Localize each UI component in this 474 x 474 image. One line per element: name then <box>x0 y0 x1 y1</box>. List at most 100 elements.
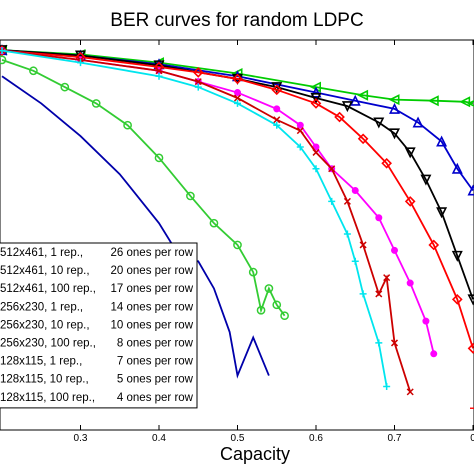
legend-label-size: 128x115, 1 rep., <box>0 356 82 368</box>
chart-title: BER curves for random LDPC <box>110 10 363 31</box>
legend-label-ones: 17 ones per row <box>111 283 194 295</box>
legend-entry: 512x461, 1 rep., 26 ones per row <box>0 247 194 259</box>
series-8-point <box>280 311 289 321</box>
series-5-point <box>375 214 383 222</box>
series-8-point <box>233 240 242 250</box>
legend-label-size: 256x230, 1 rep., <box>0 301 83 313</box>
legend-entry: 512x461, 100 rep., 17 ones per row <box>0 283 194 295</box>
series-3-point <box>341 101 353 113</box>
legend-label-size: 256x230, 10 rep., <box>0 319 90 331</box>
series-4-point <box>404 196 416 207</box>
series-6-point <box>328 165 336 173</box>
series-4-point <box>381 157 392 169</box>
series-7-point <box>194 83 202 91</box>
series-8-point <box>186 191 195 201</box>
legend-entry: 128x115, 10 rep., 5 ones per row <box>0 374 194 386</box>
series-4-point <box>310 98 322 109</box>
legend-label-ones: 20 ones per row <box>111 265 194 277</box>
series-2-point <box>389 102 400 114</box>
series-4-point <box>192 67 204 78</box>
series-7-point <box>273 121 281 129</box>
series-7-point <box>0 47 6 55</box>
legend: 512x461, 1 rep., 26 ones per row512x461, … <box>0 242 198 409</box>
series-6-point <box>383 274 391 282</box>
series-6-point <box>359 241 367 249</box>
x-tick-label: 0 <box>470 433 474 444</box>
series-7-point <box>343 230 351 238</box>
series-4-point <box>428 239 440 251</box>
x-axis: 0.3 0.4 0.5 0.6 0.7 0 <box>74 40 474 444</box>
legend-label-ones: 14 ones per row <box>111 301 194 313</box>
series-8-point <box>29 66 38 76</box>
series-7-point <box>312 165 320 173</box>
series-6-point <box>296 127 304 135</box>
series-layer <box>0 44 474 396</box>
series-3-point <box>451 250 463 262</box>
series-6-point <box>390 339 399 347</box>
series-4-point <box>451 294 463 305</box>
series-6-point <box>406 388 414 396</box>
series-7-point <box>234 99 241 107</box>
series-3-point <box>467 294 474 306</box>
series-6-point <box>155 67 163 75</box>
series-8-point <box>209 218 219 228</box>
legend-label-size: 128x115, 100 rep., <box>0 392 95 404</box>
series-3-point <box>404 147 416 159</box>
series-4-line <box>1 49 474 349</box>
series-3-point <box>389 128 400 140</box>
legend-entry: 256x230, 1 rep., 14 ones per row <box>0 301 194 313</box>
series-7-point <box>351 257 359 265</box>
series-5-point <box>234 89 241 97</box>
series-1-point <box>467 99 474 107</box>
series-3-point <box>373 117 385 129</box>
series-4-point <box>271 84 283 96</box>
x-tick-label: 0.6 <box>309 433 323 444</box>
series-4-point <box>467 343 474 354</box>
legend-label-size: 512x461, 10 rep., <box>0 265 90 277</box>
series-7-point <box>375 339 383 347</box>
series-5-point <box>422 317 430 325</box>
series-8-point <box>248 267 258 277</box>
series-3-point <box>420 174 432 186</box>
series-1-point <box>388 94 400 106</box>
legend-label-ones: 4 ones per row <box>117 392 194 404</box>
series-6-point <box>375 290 383 298</box>
series-6-point <box>343 197 351 205</box>
series-8-point <box>272 300 282 310</box>
series-7-point <box>296 143 304 151</box>
series-2-point <box>451 162 463 174</box>
series-4-point <box>357 133 369 145</box>
series-7-point <box>383 382 391 390</box>
legend-entry: 256x230, 10 rep., 10 ones per row <box>0 319 194 331</box>
series-6-point <box>233 94 242 102</box>
legend-box <box>0 242 198 409</box>
series-1-point <box>459 96 471 108</box>
x-tick-label: 0.4 <box>152 433 166 444</box>
series-3-line <box>1 49 474 300</box>
legend-entry: 256x230, 100 rep., 8 ones per row <box>0 338 194 350</box>
series-4-point <box>334 111 345 123</box>
series-8-point <box>154 153 164 163</box>
series-7-line <box>1 49 388 387</box>
legend-label-size: 512x461, 1 rep., <box>0 247 83 259</box>
series-1-point <box>427 95 439 107</box>
series-8-point <box>60 82 70 92</box>
series-7-point <box>328 197 336 205</box>
series-5-point <box>296 121 304 129</box>
series-5-point <box>273 105 281 113</box>
legend-label-size: 512x461, 100 rep., <box>0 283 96 295</box>
series-8-point <box>123 120 132 130</box>
series-2-point <box>436 135 448 147</box>
legend-label-size: 128x115, 10 rep., <box>0 374 89 386</box>
series-3-point <box>310 92 322 104</box>
legend-entry: 512x461, 10 rep., 20 ones per row <box>0 265 194 277</box>
legend-label-ones: 10 ones per row <box>111 319 194 331</box>
x-tick-label: 0.3 <box>74 433 88 444</box>
x-axis-label: Capacity <box>220 444 290 464</box>
series-2-point <box>349 94 361 106</box>
series-2-point <box>310 86 322 98</box>
series-3-point <box>436 207 448 219</box>
series-6-point <box>194 78 202 86</box>
series-1-point <box>357 89 369 101</box>
